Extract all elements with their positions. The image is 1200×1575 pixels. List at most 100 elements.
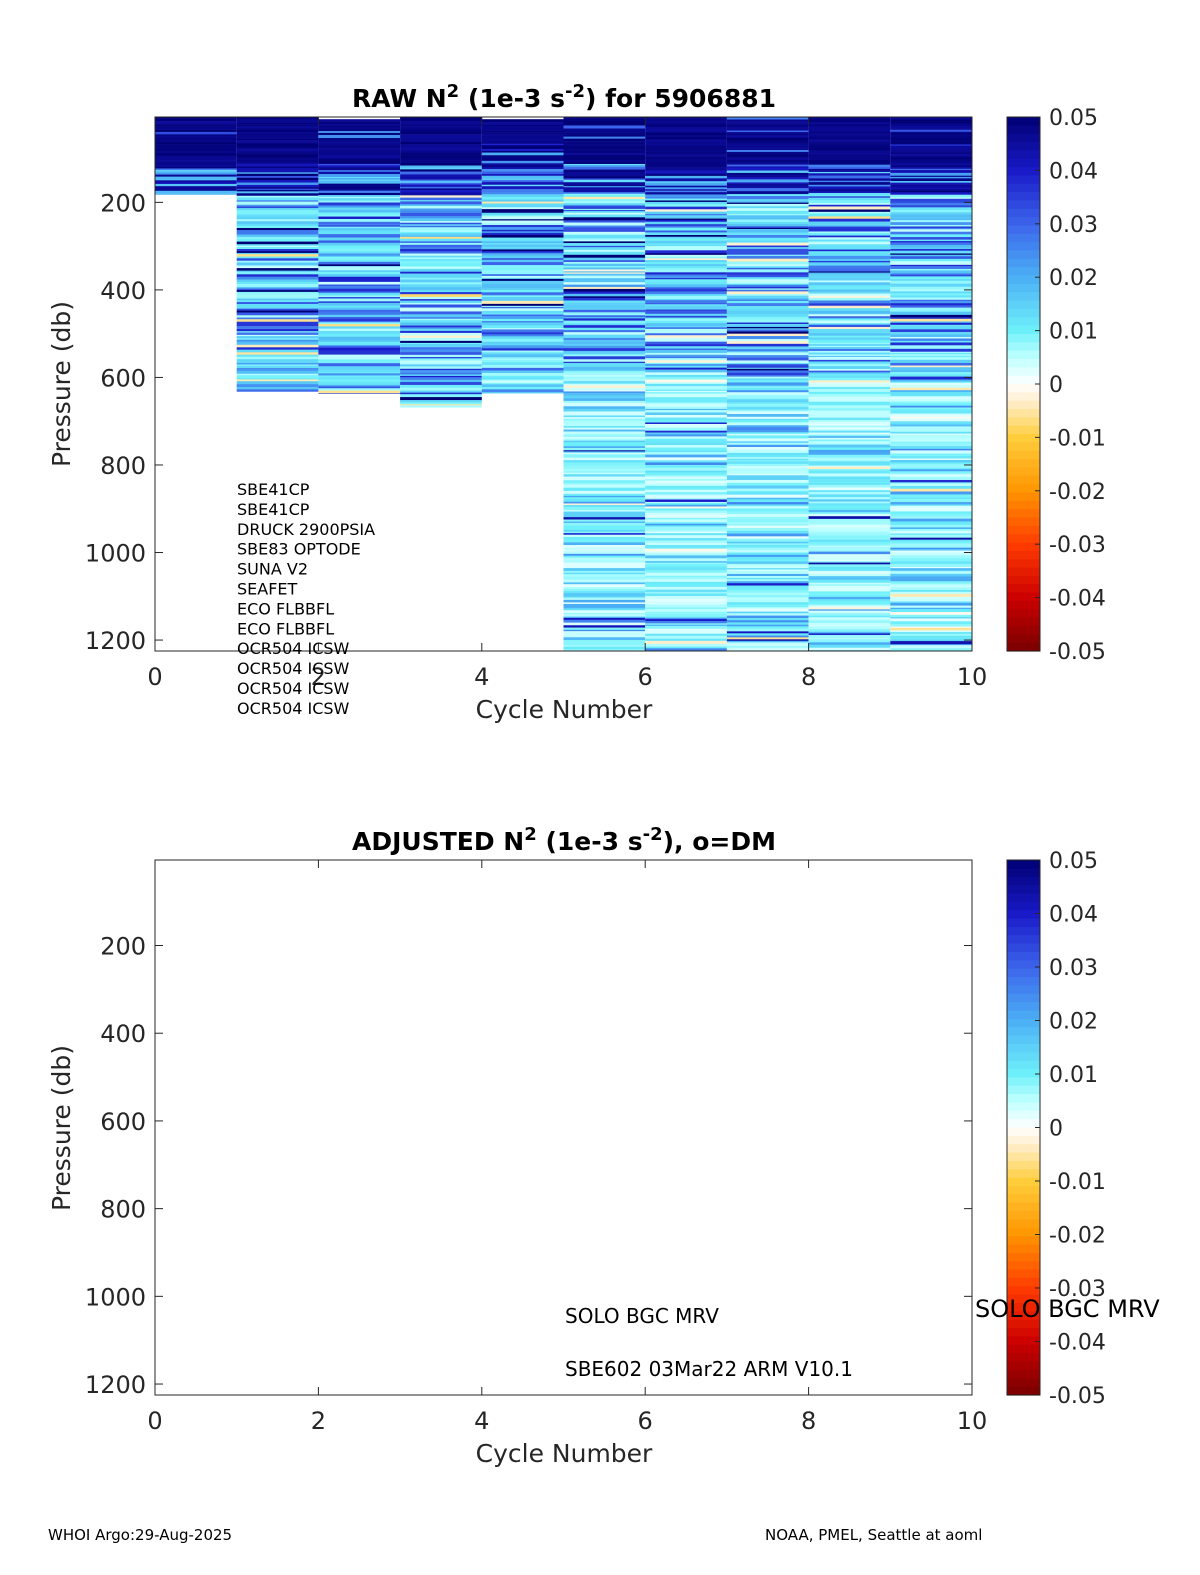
heatmap-cell [890,624,972,627]
heatmap-cell [400,141,482,145]
heatmap-cell [726,628,809,632]
heatmap-cell [563,192,646,195]
heatmap-cell [890,374,972,377]
heatmap-cell [318,179,401,182]
heatmap-cell [726,509,809,512]
heatmap-cell [645,183,727,186]
heatmap-cell [645,200,727,203]
heatmap-cell [563,614,646,617]
heatmap-cell [890,435,972,438]
raw-heatmap-cells [155,117,972,652]
colorbar-swatch [1007,1043,1040,1053]
colorbar-swatch [1007,217,1040,227]
heatmap-cell [563,320,646,324]
heatmap-cell [155,124,237,127]
colorbar-swatch [1007,1068,1040,1078]
heatmap-cell [645,515,727,519]
heatmap-cell [890,527,972,530]
heatmap-cell [481,267,564,271]
heatmap-cell [726,226,809,229]
heatmap-cell [645,298,727,301]
heatmap-cell [236,336,319,339]
heatmap-cell [563,273,646,276]
heatmap-cell [400,248,482,252]
heatmap-cell [726,365,809,369]
heatmap-cell [645,424,727,426]
heatmap-cell [236,288,319,291]
heatmap-cell [645,584,727,588]
heatmap-cell [890,166,972,170]
heatmap-cell [726,323,809,326]
heatmap-cell [808,534,891,537]
heatmap-cell [808,465,891,468]
heatmap-cell [481,194,564,198]
heatmap-cell [890,159,972,161]
heatmap-cell [890,442,972,445]
heatmap-cell [481,241,564,244]
heatmap-cell [563,323,646,326]
heatmap-cell [890,354,972,356]
heatmap-cell [481,278,564,282]
heatmap-cell [563,412,646,416]
heatmap-cell [563,551,646,555]
heatmap-cell [726,497,809,500]
heatmap-cell [645,575,727,578]
heatmap-cell [726,306,809,310]
sensor-label: ECO FLBBFL [237,619,334,638]
heatmap-cell [726,554,809,558]
heatmap-cell [400,229,482,233]
heatmap-cell [726,406,809,410]
heatmap-cell [808,121,891,125]
heatmap-cell [563,163,646,166]
x-tick-label: 8 [801,663,816,691]
heatmap-cell [645,256,727,259]
heatmap-cell [726,183,809,187]
heatmap-cell [808,403,891,406]
heatmap-cell [645,555,727,559]
sensor-label: OCR504 ICSW [237,699,350,718]
heatmap-cell [236,379,319,382]
heatmap-cell [726,523,809,526]
heatmap-cell [808,443,891,445]
heatmap-cell [726,329,809,332]
heatmap-cell [726,576,809,579]
heatmap-cell [890,504,972,507]
heatmap-cell [808,119,891,123]
heatmap-cell [808,513,891,517]
heatmap-cell [481,318,564,322]
heatmap-cell [726,454,809,458]
heatmap-cell [563,616,646,619]
heatmap-cell [808,285,891,288]
heatmap-cell [563,599,646,603]
heatmap-cell [563,161,646,165]
colorbar-swatch [1007,1027,1040,1037]
heatmap-cell [808,313,891,315]
heatmap-cell [890,547,972,550]
heatmap-cell [645,589,727,593]
heatmap-cell [645,232,727,236]
heatmap-cell [236,173,319,177]
colorbar-swatch [1007,1244,1040,1254]
heatmap-cell [155,153,237,157]
heatmap-cell [726,631,809,634]
heatmap-cell [890,505,972,508]
heatmap-cell [890,291,972,294]
heatmap-cell [726,124,809,127]
heatmap-cell [236,245,319,248]
heatmap-cell [318,145,401,148]
heatmap-cell [236,305,319,309]
heatmap-cell [236,195,319,198]
heatmap-cell [726,444,809,448]
heatmap-cell [563,483,646,485]
heatmap-cell [481,283,564,288]
heatmap-cell [808,273,891,276]
heatmap-cell [236,162,319,165]
heatmap-cell [890,182,972,185]
heatmap-cell [236,368,319,370]
heatmap-cell [726,203,809,207]
heatmap-cell [400,227,482,231]
heatmap-cell [563,190,646,193]
heatmap-cell [890,444,972,447]
heatmap-cell [318,226,401,229]
heatmap-cell [645,382,727,385]
